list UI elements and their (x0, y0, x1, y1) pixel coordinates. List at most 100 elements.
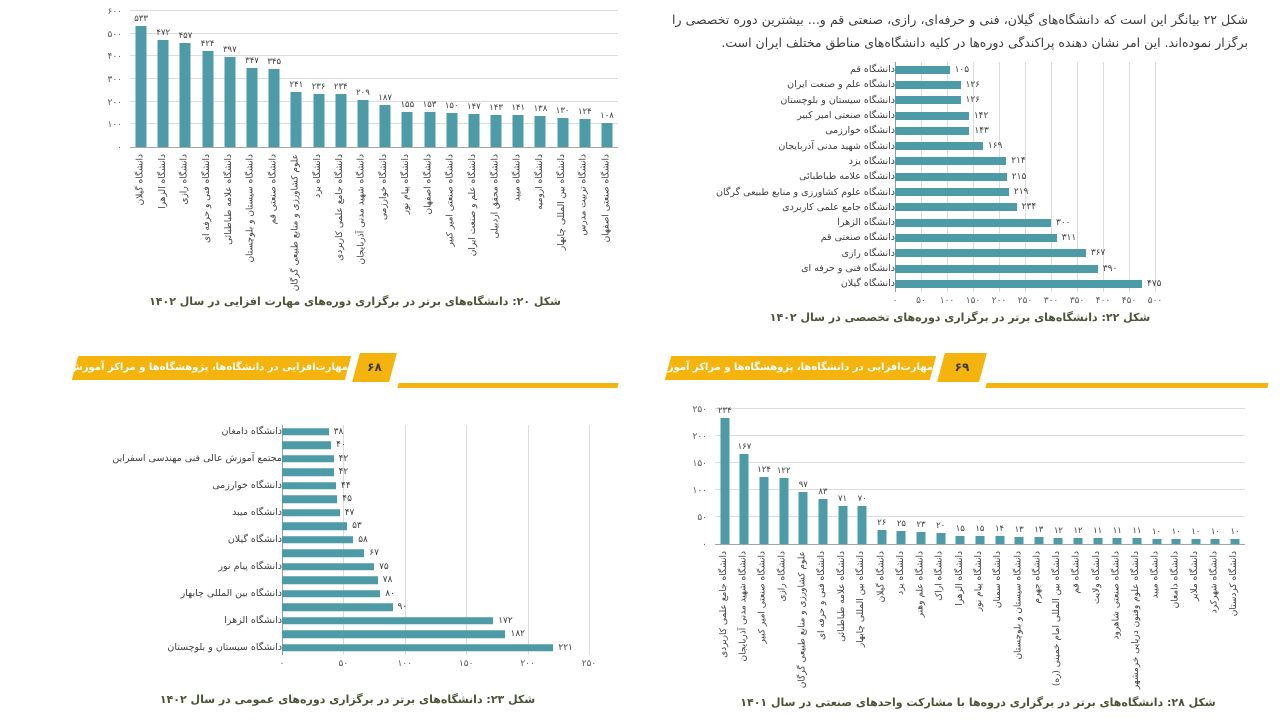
category-label: علوم کشاورزی و منابع طبیعی گرگان (290, 154, 301, 292)
category-label: دانشگاه علامه طباطبائی (799, 171, 895, 183)
bar-value-label: ۱۴۲ (973, 110, 989, 121)
bar (739, 453, 749, 544)
bar-group: ۲۳۴ (330, 12, 352, 147)
category-label-cell: دانشگاه ولایت (1088, 548, 1108, 690)
bar (895, 126, 970, 135)
bar (975, 535, 985, 544)
category-label-cell: علوم کشاورزی و منابع طبیعی گرگان (794, 548, 814, 690)
bar-value-label: ۴۷ (344, 507, 355, 518)
x-axis-tick-label: ۲۵۰ (581, 658, 597, 669)
bar-value-label: ۷۵ (379, 561, 389, 572)
category-label-cell: علوم کشاورزی و منابع طبیعی گرگان (285, 151, 307, 292)
bar (512, 115, 524, 147)
bar (895, 111, 969, 120)
bar-group: ۱۴۷ (463, 12, 485, 147)
bar-value-label: ۳۱۱ (1061, 232, 1077, 243)
bar-value-label: ۲۳ (916, 519, 926, 530)
grid-line (130, 10, 618, 11)
category-label-cell: دانشگاه یزد (892, 548, 912, 690)
x-axis-tick-label: ۵۰ (338, 658, 349, 669)
category-label: دانشگاه صنعتی امیر کبیر (445, 154, 456, 247)
y-axis: ۰ ۵۰ ۱۰۰ ۱۵۰ ۲۰۰ ۲۵۰ (690, 405, 707, 550)
category-label: دانشگاه گیلان (135, 154, 146, 206)
category-label-cell: دانشگاه رازی (174, 151, 196, 289)
bar-value-label: ۱۰ (1230, 526, 1240, 537)
bar-value-label: ۷۸ (382, 575, 393, 586)
category-label: دانشگاه اصفهان (423, 154, 434, 215)
bar (838, 505, 848, 544)
x-axis-tick-label: ۵۰ (916, 295, 926, 306)
category-label: دانشگاه اراک (934, 551, 945, 601)
bar-value-label: ۴۰ (336, 440, 346, 451)
bar (720, 417, 730, 544)
category-label: دانشگاه رازی (777, 551, 788, 602)
category-label: دانشگاه صنعتی امیر کبیر (797, 110, 895, 122)
category-label: دانشگاه گیلان (227, 534, 282, 546)
category-label: دانشگاه قم (1072, 551, 1083, 594)
x-axis-tick-label: ۲۵۰ (1017, 295, 1033, 306)
category-label-cell: دانشگاه تربیت مدرس (574, 151, 596, 289)
category-label: علوم کشاورزی و منابع طبیعی گرگان (797, 551, 808, 689)
y-axis: ۰ ۱۰۰ ۲۰۰ ۳۰۰ ۴۰۰ ۵۰۰ ۶۰۰ (85, 7, 122, 153)
banner-strip (397, 383, 619, 388)
figure23-chart: دانشگاه دامغان ۳۸ ۴۰ مجتمع آموزش عالی فنی م… (75, 425, 620, 685)
bar-value-label: ۷۱ (837, 493, 848, 504)
bar-value-label: ۲۱۹ (1013, 187, 1029, 198)
bar-row: دانشگاه فنی و حرفه ای ۳۹۰ (672, 261, 1155, 276)
category-label: دانشگاه جامع علمی کاربردی (718, 551, 729, 658)
page-banner-left: مهارت‌افزایی در دانشگاه‌ها، پژوهشگاه‌ها … (9, 352, 620, 392)
bar (895, 279, 1142, 288)
bar-group: ۱۱ (1127, 410, 1147, 544)
bar-group: ۳۴۷ (241, 12, 263, 147)
category-label: دانشگاه بین المللی امام خمینی (ره) (1052, 551, 1063, 687)
bar (857, 506, 867, 544)
grid-line (130, 32, 618, 34)
category-label-cell: دانشگاه جهرم (1029, 548, 1049, 690)
bar-row: دانشگاه سیستان و بلوچستان ۲۲۱ (75, 641, 589, 655)
bar-value-label: ۱۲۴ (757, 465, 771, 476)
bar-value-label: ۱۰۵ (954, 64, 970, 75)
page-number: ۶۸ (367, 360, 382, 374)
bar-row: ۵۳ (75, 520, 589, 534)
category-label: دانشگاه یزد (848, 155, 895, 167)
figure20-chart: ۰ ۱۰۰ ۲۰۰ ۳۰۰ ۴۰۰ ۵۰۰ ۶۰۰ ۵۳۳ ۴۷۲ ۴۵۷ ۴۲۴ ۳۹۷ ۳۴۷ ۳۴۵… (85, 5, 625, 340)
grid-line (130, 100, 618, 102)
bar-group: ۱۰ (1166, 410, 1186, 544)
category-label-cell: دانشگاه صنعتی امیر کبیر (754, 548, 774, 690)
category-label: دانشگاه ولایت (1091, 551, 1102, 605)
category-label: دانشگاه میبد (1150, 551, 1161, 599)
category-label-cell: دانشگاه سیستان و بلوچستان (1009, 548, 1029, 690)
bar-group: ۱۳ (1009, 410, 1029, 544)
bar-value-label: ۱۲۲ (776, 466, 791, 477)
bar (916, 531, 926, 544)
bar (490, 114, 502, 147)
grid-line (1025, 62, 1026, 292)
category-label: دانشگاه شهید مدنی آذربایجان (356, 154, 367, 265)
bar-value-label: ۲۱۴ (1011, 156, 1026, 167)
bar-group: ۳۹۷ (219, 12, 241, 147)
category-label: دانشگاه صنعتی اصفهان (601, 154, 612, 243)
bar-value-label: ۱۲۶ (965, 79, 981, 90)
grid-line (715, 489, 1245, 490)
category-label-cell: دانشگاه اصفهان (418, 151, 440, 289)
bar-group: ۵۳۳ (130, 12, 152, 147)
category-label: دانشگاه علم وهنر (915, 551, 926, 618)
category-label: دانشگاه فنی و حرفه ای (201, 154, 212, 243)
category-label-cell: دانشگاه فنی و حرفه ای (813, 548, 833, 690)
bar-value-label: ۱۴۱ (511, 103, 526, 114)
category-label-cell: دانشگاه گیلان (130, 151, 152, 289)
grid-line (130, 55, 618, 57)
category-label: دانشگاه یزد (895, 551, 906, 595)
bar-group: ۹۷ (794, 410, 814, 544)
bar-group: ۴۲۴ (197, 12, 219, 147)
category-label: دانشگاه صنعتی شاهرود (1111, 551, 1122, 640)
figure28-section: ۰ ۵۰ ۱۰۰ ۱۵۰ ۲۰۰ ۲۵۰ ۲۳۴ ۱۶۷ ۱۲۴ ۱۲۲ ۹۷ ۸۳ ۷۱ ۷۰ ۲۶ ۲۵ ۲… (690, 393, 1266, 720)
category-label: دانشگاه پیام نور (401, 154, 412, 215)
bar-group: ۱۲۲ (774, 410, 794, 544)
figure28-chart: ۰ ۵۰ ۱۰۰ ۱۵۰ ۲۰۰ ۲۵۰ ۲۳۴ ۱۶۷ ۱۲۴ ۱۲۲ ۹۷ ۸۳ ۷۱ ۷۰ ۲۶ ۲۵ ۲… (690, 393, 1266, 720)
category-label: دانشگاه یزد (312, 154, 323, 198)
bar-group: ۱۵۰ (441, 12, 463, 147)
bar-group: ۲۳ (911, 410, 931, 544)
bar (877, 529, 887, 544)
category-label-cell: دانشگاه صنعتی امیر کبیر (441, 151, 463, 289)
